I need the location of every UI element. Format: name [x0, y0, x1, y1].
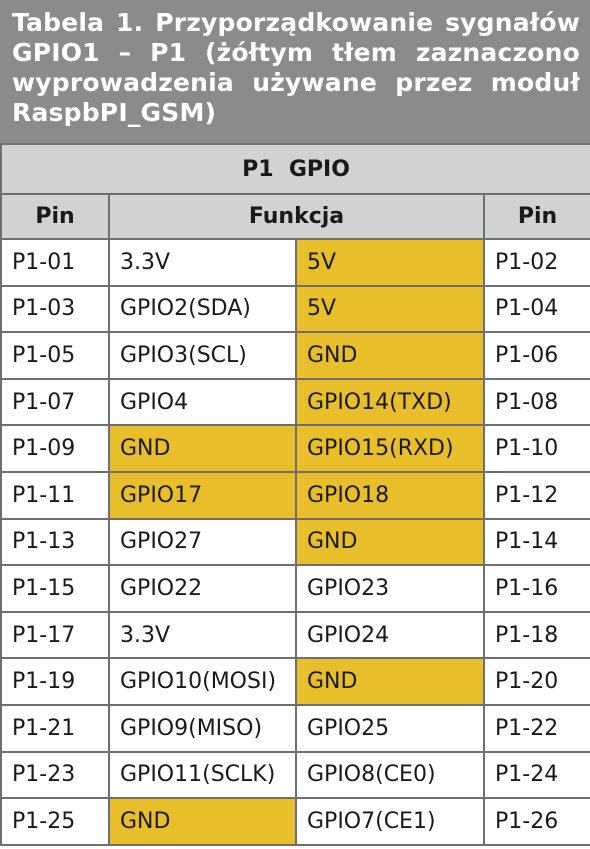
pin-left-cell: P1-19 — [0, 657, 110, 706]
function-right-cell: GND — [295, 331, 485, 380]
function-left-cell: GPIO22 — [108, 564, 297, 613]
function-left-cell: GPIO9(MISO) — [108, 703, 297, 753]
function-left-cell: GPIO2(SDA) — [108, 284, 297, 334]
function-right-cell: 5V — [295, 284, 485, 334]
function-right-cell: GPIO7(CE1) — [295, 797, 485, 846]
group-header-row: P1 GPIO — [0, 143, 590, 195]
table-row: P1-11 GPIO17 GPIO18 P1-12 — [0, 470, 590, 520]
function-left-cell: GPIO3(SCL) — [108, 331, 297, 380]
pin-right-cell: P1-22 — [482, 703, 590, 753]
function-right-cell: GPIO23 — [295, 564, 485, 613]
pin-right-cell: P1-14 — [482, 517, 590, 567]
table-row: P1-15 GPIO22 GPIO23 P1-16 — [0, 564, 590, 613]
table-row: P1-07 GPIO4 GPIO14(TXD) P1-08 — [0, 377, 590, 427]
pin-left-cell: P1-13 — [0, 517, 110, 567]
table-caption: Tabela 1. Przyporządkowanie sygnałów GPI… — [0, 0, 590, 143]
column-header-function: Funkcja — [108, 193, 485, 240]
gpio-table: P1 GPIO Pin Funkcja Pin P1-01 3.3V 5V P1-02… — [0, 143, 590, 846]
group-header: P1 GPIO — [0, 143, 590, 195]
table-row: P1-21 GPIO9(MISO) GPIO25 P1-22 — [0, 703, 590, 753]
function-right-cell: GND — [295, 657, 485, 706]
table-row: P1-05 GPIO3(SCL) GND P1-06 — [0, 331, 590, 380]
function-left-cell: GPIO27 — [108, 517, 297, 567]
column-header-row: Pin Funkcja Pin — [0, 193, 590, 240]
function-right-cell: 5V — [295, 238, 485, 287]
function-right-cell: GPIO14(TXD) — [295, 377, 485, 427]
table-row: P1-25 GND GPIO7(CE1) P1-26 — [0, 797, 590, 846]
pin-right-cell: P1-04 — [482, 284, 590, 334]
pin-right-cell: P1-20 — [482, 657, 590, 706]
pin-left-cell: P1-09 — [0, 424, 110, 473]
function-left-cell: GND — [108, 424, 297, 473]
pin-right-cell: P1-24 — [482, 750, 590, 800]
pin-right-cell: P1-10 — [482, 424, 590, 473]
table-row: P1-13 GPIO27 GND P1-14 — [0, 517, 590, 567]
pin-left-cell: P1-03 — [0, 284, 110, 334]
function-right-cell: GPIO25 — [295, 703, 485, 753]
pin-right-cell: P1-12 — [482, 470, 590, 520]
pin-left-cell: P1-25 — [0, 797, 110, 846]
table-row: P1-23 GPIO11(SCLK) GPIO8(CE0) P1-24 — [0, 750, 590, 800]
function-right-cell: GPIO15(RXD) — [295, 424, 485, 473]
table-row: P1-01 3.3V 5V P1-02 — [0, 238, 590, 287]
function-left-cell: GPIO11(SCLK) — [108, 750, 297, 800]
function-right-cell: GPIO24 — [295, 610, 485, 660]
pin-left-cell: P1-15 — [0, 564, 110, 613]
function-right-cell: GPIO18 — [295, 470, 485, 520]
function-right-cell: GPIO8(CE0) — [295, 750, 485, 800]
pin-left-cell: P1-01 — [0, 238, 110, 287]
pin-right-cell: P1-06 — [482, 331, 590, 380]
pin-left-cell: P1-05 — [0, 331, 110, 380]
pin-right-cell: P1-16 — [482, 564, 590, 613]
function-left-cell: GPIO4 — [108, 377, 297, 427]
function-left-cell: GPIO10(MOSI) — [108, 657, 297, 706]
function-left-cell: 3.3V — [108, 238, 297, 287]
table-row: P1-17 3.3V GPIO24 P1-18 — [0, 610, 590, 660]
table-row: P1-09 GND GPIO15(RXD) P1-10 — [0, 424, 590, 473]
function-right-cell: GND — [295, 517, 485, 567]
pin-right-cell: P1-18 — [482, 610, 590, 660]
pin-left-cell: P1-21 — [0, 703, 110, 753]
table-row: P1-03 GPIO2(SDA) 5V P1-04 — [0, 284, 590, 334]
function-left-cell: GND — [108, 797, 297, 846]
column-header-pin-left: Pin — [0, 193, 110, 240]
column-header-pin-right: Pin — [482, 193, 590, 240]
pin-left-cell: P1-23 — [0, 750, 110, 800]
pin-right-cell: P1-26 — [482, 797, 590, 846]
pin-right-cell: P1-08 — [482, 377, 590, 427]
pin-left-cell: P1-11 — [0, 470, 110, 520]
function-left-cell: GPIO17 — [108, 470, 297, 520]
function-left-cell: 3.3V — [108, 610, 297, 660]
pin-right-cell: P1-02 — [482, 238, 590, 287]
pin-left-cell: P1-17 — [0, 610, 110, 660]
table-row: P1-19 GPIO10(MOSI) GND P1-20 — [0, 657, 590, 706]
table-body: P1-01 3.3V 5V P1-02 P1-03 GPIO2(SDA) 5V P1-04 P1… — [0, 238, 590, 846]
pin-left-cell: P1-07 — [0, 377, 110, 427]
